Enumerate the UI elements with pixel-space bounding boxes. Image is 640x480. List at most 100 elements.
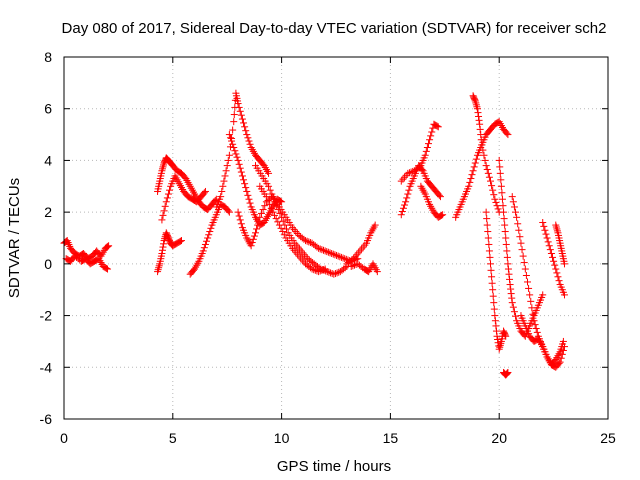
data-point-interp: [240, 176, 248, 184]
data-point-interp: [235, 103, 243, 111]
data-point-interp: [293, 229, 301, 237]
data-point-interp: [503, 247, 511, 255]
data-point-interp: [200, 189, 208, 197]
data-point: [162, 198, 170, 206]
data-point-interp: [222, 167, 230, 175]
data-point: [217, 193, 225, 201]
data-point: [495, 345, 503, 353]
data-point-interp: [319, 266, 327, 274]
data-point-interp: [475, 116, 483, 124]
data-point-interp: [329, 250, 337, 258]
data-point-interp: [158, 165, 166, 173]
y-axis-label: SDTVAR / TECUs: [6, 178, 23, 298]
data-point-interp: [240, 119, 248, 127]
data-point-interp: [266, 200, 274, 208]
data-point-interp: [104, 242, 112, 250]
data-point: [560, 260, 568, 268]
data-point-interp: [236, 216, 244, 224]
data-point-interp: [502, 240, 510, 248]
data-point-interp: [532, 325, 540, 332]
data-point: [225, 131, 233, 139]
data-point: [504, 131, 512, 139]
data-point-interp: [509, 198, 517, 206]
data-point-interp: [319, 246, 327, 254]
x-tick-label: 10: [274, 430, 290, 446]
data-point-interp: [487, 266, 495, 274]
data-point-interp: [433, 122, 441, 130]
data-point-interp: [399, 175, 407, 183]
data-point: [104, 265, 112, 273]
data-point-interp: [401, 201, 409, 209]
data-point-interp: [282, 225, 290, 233]
data-point-interp: [229, 126, 237, 134]
data-point-interp: [306, 239, 314, 247]
data-point: [530, 317, 538, 325]
data-point-interp: [274, 218, 282, 226]
data-point-interp: [290, 226, 298, 234]
data-point-interp: [512, 312, 520, 320]
data-point-interp: [224, 156, 232, 164]
data-point-interp: [490, 305, 498, 313]
series-arc-22: [500, 368, 512, 379]
data-point-interp: [485, 247, 493, 255]
plot-frame: [63, 56, 609, 420]
data-point: [201, 187, 209, 195]
data-point-interp: [207, 224, 215, 232]
data-point-interp: [504, 265, 512, 273]
data-point-interp: [553, 227, 561, 235]
data-point: [238, 115, 246, 123]
data-point-interp: [257, 209, 265, 217]
data-point: [439, 211, 447, 219]
data-point: [489, 286, 497, 294]
data-point-interp: [404, 190, 412, 198]
data-point: [308, 265, 316, 273]
data-point-interp: [488, 279, 496, 287]
data-point: [178, 237, 186, 245]
series-arc-12: [343, 221, 379, 268]
series-arc-5: [158, 172, 209, 224]
data-point-interp: [467, 175, 475, 183]
data-point-interp: [231, 147, 239, 155]
data-point-interp: [490, 299, 498, 307]
data-point: [478, 141, 486, 149]
data-point-interp: [527, 297, 535, 305]
data-point-interp: [277, 224, 285, 232]
data-point-interp: [505, 270, 513, 278]
data-point-interp: [510, 203, 518, 211]
data-point: [356, 247, 364, 255]
data-point-interp: [498, 195, 506, 203]
data-point-interp: [233, 153, 241, 161]
y-tick-label: 4: [44, 152, 52, 168]
data-point: [221, 172, 229, 180]
x-tick-label: 20: [491, 430, 507, 446]
data-point: [154, 268, 162, 276]
data-point-interp: [292, 228, 300, 236]
data-point: [560, 291, 568, 299]
data-point-interp: [468, 171, 476, 179]
data-point-interp: [484, 228, 492, 236]
data-point: [402, 198, 410, 206]
data-point-interp: [476, 125, 484, 133]
data-point-interp: [224, 207, 232, 215]
data-point-interp: [305, 238, 313, 246]
series-arc-16: [417, 182, 447, 221]
data-point: [547, 250, 555, 258]
data-point: [497, 182, 505, 190]
data-point: [262, 193, 270, 201]
data-point: [234, 156, 242, 164]
data-point-interp: [492, 322, 500, 330]
data-point-interp: [494, 205, 502, 213]
data-point-interp: [236, 164, 244, 172]
data-point-interp: [470, 163, 478, 171]
data-point-interp: [471, 96, 479, 104]
y-tick-label: 8: [44, 49, 52, 65]
x-tick-label: 5: [169, 430, 177, 446]
data-point-interp: [514, 220, 522, 228]
data-point-interp: [159, 243, 167, 251]
data-point: [251, 229, 259, 237]
data-point-interp: [488, 273, 496, 281]
data-point: [473, 105, 481, 113]
data-point: [491, 195, 499, 203]
data-point: [256, 213, 264, 221]
data-point: [234, 208, 242, 216]
